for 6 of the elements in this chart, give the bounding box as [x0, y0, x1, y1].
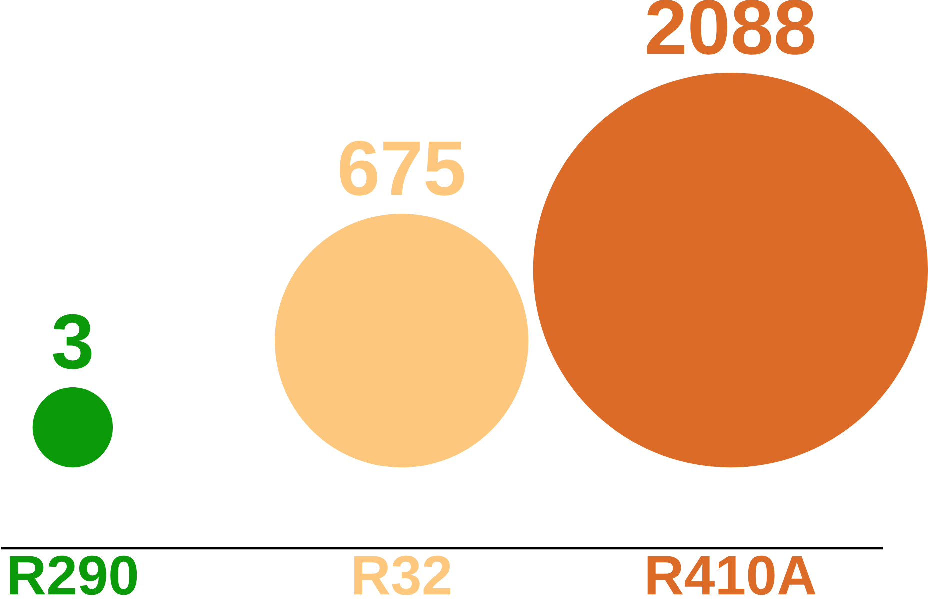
- category-label: R32: [354, 556, 451, 596]
- data-label: 675: [340, 141, 464, 196]
- data-label: 3: [53, 314, 92, 370]
- category-label: R290: [10, 556, 138, 596]
- data-label: 2088: [647, 0, 814, 56]
- category-label: R410A: [648, 556, 816, 596]
